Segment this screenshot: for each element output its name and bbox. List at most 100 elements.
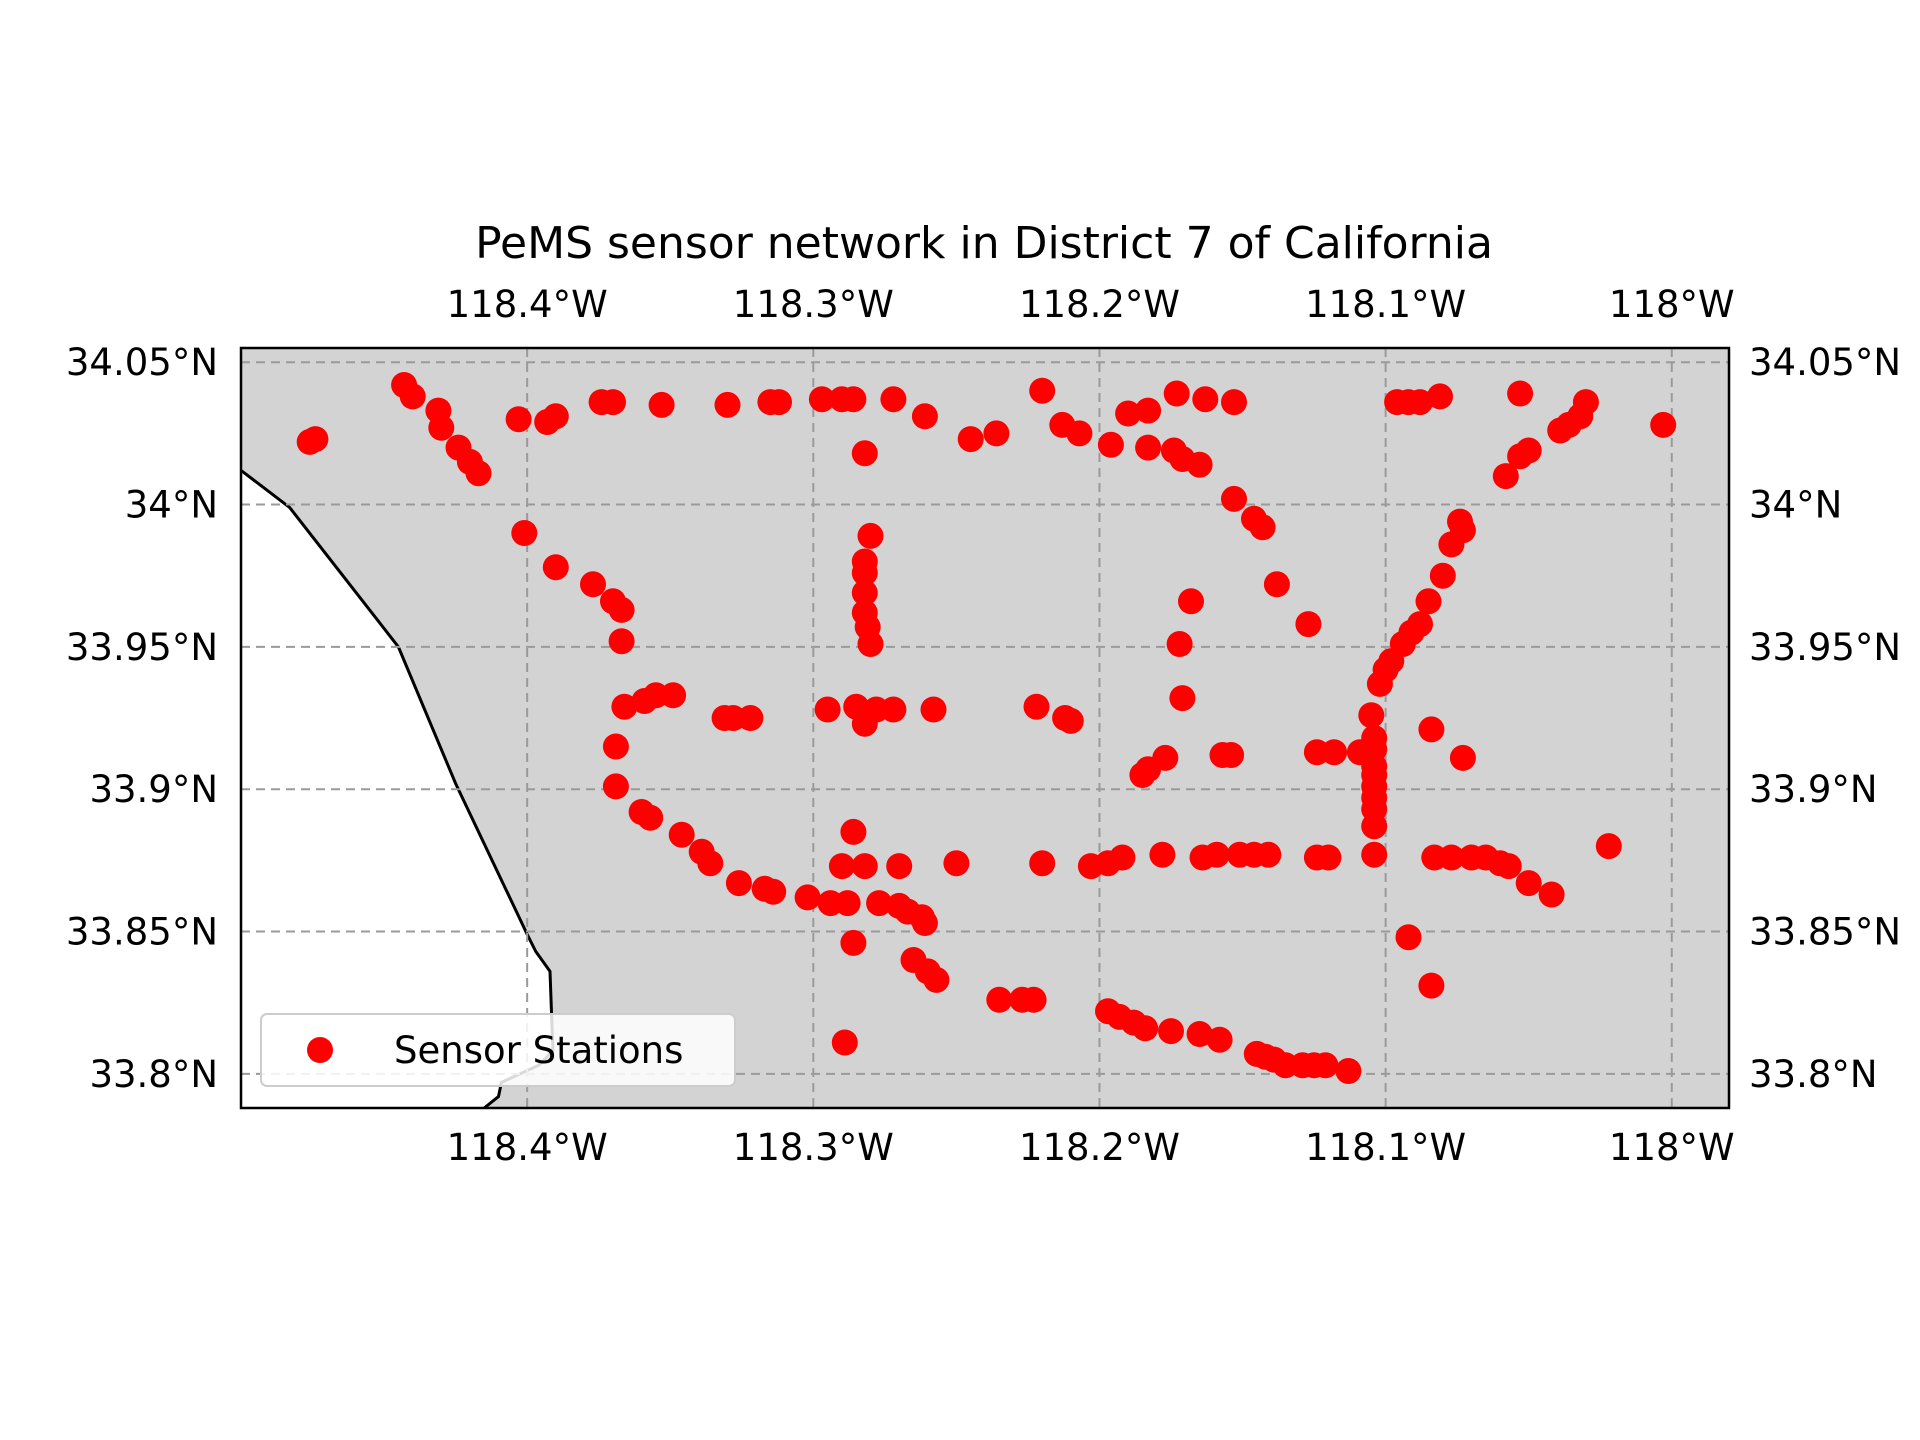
map-title: PeMS sensor network in District 7 of Cal… — [475, 218, 1493, 269]
sensor-station-point — [1650, 411, 1677, 438]
sensor-station-point — [1361, 841, 1388, 868]
sensor-station-point — [857, 631, 884, 657]
sensor-station-point — [1149, 841, 1176, 868]
sensor-station-point — [465, 460, 492, 487]
sensor-station-point — [542, 554, 569, 581]
x-tick-label-bottom: 118.1°W — [1305, 1126, 1466, 1169]
sensor-station-point — [1427, 383, 1453, 410]
sensor-station-point — [1418, 716, 1445, 743]
sensor-station-point — [851, 440, 878, 467]
sensor-station-point — [1020, 986, 1047, 1013]
sensor-station-point — [1263, 571, 1290, 598]
sensor-station-point — [957, 426, 984, 453]
sensor-station-point — [834, 890, 861, 917]
sensor-station-point — [1507, 380, 1534, 407]
sensor-station-point — [983, 420, 1010, 447]
sensor-station-point — [637, 804, 664, 831]
sensor-station-point — [1221, 485, 1247, 512]
x-tick-label-bottom: 118.3°W — [733, 1126, 894, 1169]
plot-area — [239, 346, 1731, 1110]
sensor-station-point — [1415, 588, 1442, 615]
y-tick-label-right: 33.95°N — [1749, 626, 1901, 669]
x-tick-label-top: 118°W — [1609, 283, 1735, 326]
sensor-points — [296, 372, 1677, 1084]
sensor-station-point — [1418, 972, 1445, 999]
sensor-station-point — [766, 389, 792, 416]
sensor-station-point — [1492, 463, 1519, 490]
sensor-station-point — [1495, 853, 1522, 880]
sensor-station-point — [1438, 531, 1465, 558]
sensor-station-point — [1115, 400, 1142, 427]
sensor-station-point — [814, 696, 841, 723]
sensor-station-point — [608, 596, 635, 623]
sensor-station-point — [840, 818, 867, 845]
sensor-station-point — [1429, 562, 1456, 589]
sensor-station-point — [857, 522, 884, 549]
y-tick-label-left: 33.9°N — [89, 768, 218, 811]
sensor-station-point — [1507, 443, 1534, 470]
sensor-station-point — [1395, 924, 1422, 951]
y-tick-label-left: 33.85°N — [66, 911, 218, 954]
sensor-station-point — [1206, 1026, 1233, 1053]
y-tick-label-left: 33.95°N — [66, 626, 218, 669]
sensor-station-point — [1218, 742, 1245, 768]
sensor-station-point — [1255, 841, 1282, 868]
sensor-station-point — [1023, 693, 1050, 720]
x-tick-label-bottom: 118.2°W — [1019, 1126, 1180, 1169]
sensor-station-point — [831, 1029, 858, 1056]
sensor-station-point — [1135, 397, 1162, 424]
legend-box — [260, 1013, 736, 1087]
sensor-station-point — [602, 773, 629, 800]
sensor-station-point — [580, 571, 606, 598]
sensor-station-point — [1169, 685, 1196, 712]
sensor-station-point — [840, 929, 867, 956]
x-tick-label-top: 118.1°W — [1305, 283, 1466, 326]
sensor-station-point — [1135, 434, 1162, 461]
plot-frame — [239, 346, 1731, 1110]
sensor-station-point — [1186, 1021, 1213, 1047]
sensor-station-point — [1178, 588, 1204, 615]
x-tick-label-top: 118.2°W — [1019, 283, 1180, 326]
sensor-station-point — [660, 682, 687, 709]
sensor-station-point — [851, 559, 878, 586]
sensor-station-point — [1249, 514, 1276, 541]
sensor-station-point — [600, 389, 626, 416]
sensor-station-point — [697, 850, 724, 877]
sensor-station-point — [923, 966, 950, 993]
sensor-station-point — [1447, 508, 1473, 535]
tick-labels: 118.4°W 118.4°W 118.3°W 118.3°W 118.2°W 118.2… — [66, 283, 1901, 1169]
sensor-station-point — [511, 520, 538, 546]
sensor-station-point — [725, 870, 752, 897]
sensor-station-point — [648, 391, 675, 418]
sensor-station-point — [880, 386, 907, 413]
y-tick-label-left: 33.8°N — [89, 1053, 218, 1096]
sensor-station-point — [302, 426, 329, 453]
sensor-station-point — [1166, 631, 1193, 657]
sensor-station-point — [851, 853, 878, 880]
sensor-station-point — [1407, 389, 1433, 416]
sensor-station-point — [542, 403, 569, 430]
sensor-station-point — [828, 853, 855, 880]
sensor-station-point — [1066, 420, 1093, 447]
sensor-station-point — [1449, 744, 1476, 771]
sensor-station-point — [920, 696, 947, 723]
y-tick-label-left: 34°N — [125, 484, 218, 527]
sensor-station-point — [1595, 833, 1622, 860]
sensor-station-point — [880, 696, 907, 723]
x-tick-label-bottom: 118.4°W — [447, 1126, 608, 1169]
sensor-station-point — [602, 733, 629, 760]
sensor-station-point — [1029, 377, 1056, 404]
sensor-station-point — [1515, 870, 1542, 897]
x-tick-label-top: 118.4°W — [447, 283, 608, 326]
sensor-station-point — [1109, 844, 1136, 871]
sensor-station-point — [911, 403, 938, 430]
sensor-station-point — [794, 884, 821, 911]
sensor-station-point — [1192, 386, 1219, 413]
y-tick-label-right: 33.85°N — [1749, 911, 1901, 954]
sensor-station-point — [505, 406, 532, 433]
sensor-station-point — [1335, 1058, 1362, 1084]
sensor-station-point — [760, 878, 787, 905]
sensor-station-point — [1538, 881, 1565, 908]
y-tick-label-left: 34.05°N — [66, 341, 218, 384]
